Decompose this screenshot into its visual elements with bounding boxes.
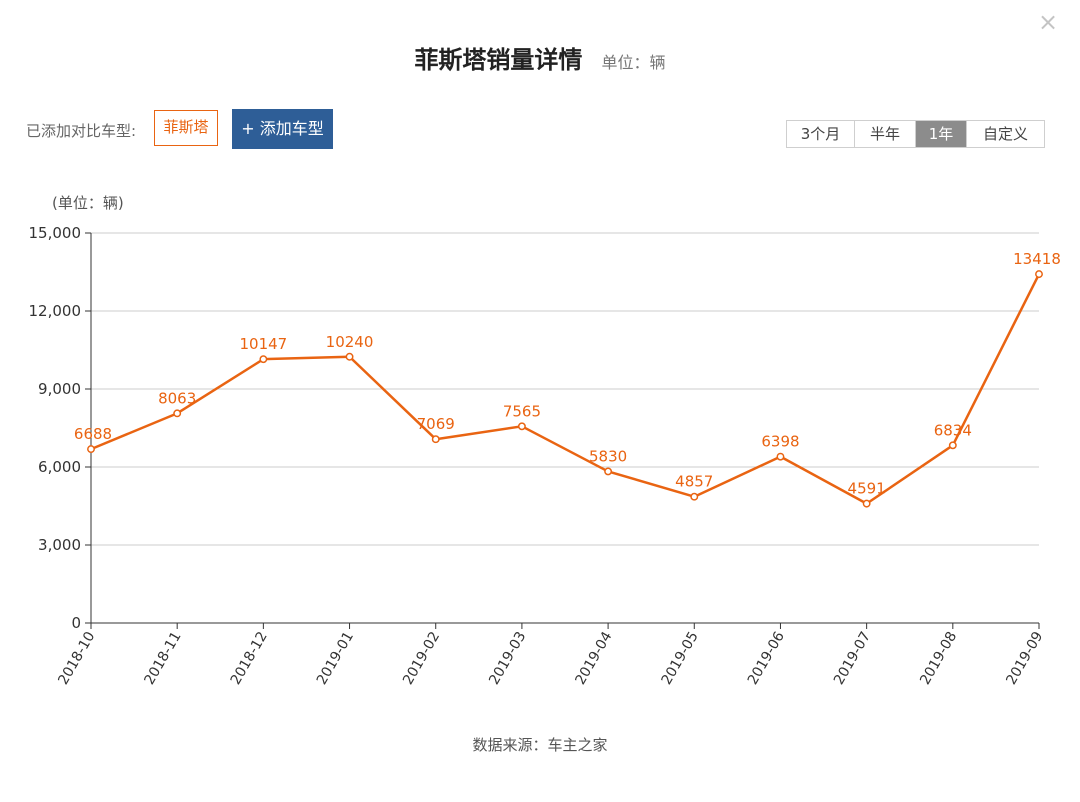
- y-tick-label: 6,000: [38, 458, 81, 476]
- data-point: [862, 499, 871, 508]
- y-axis-label: (单位：辆): [52, 194, 124, 212]
- data-label: 4591: [848, 480, 886, 498]
- series-line: [90, 273, 1041, 505]
- x-tick-label: 2019-06: [745, 629, 788, 688]
- x-tick-label: 2019-07: [831, 629, 874, 688]
- x-tick-label: 2018-11: [142, 629, 185, 688]
- x-tick-label: 2019-04: [572, 629, 615, 688]
- data-label: 10240: [326, 333, 374, 351]
- add-model-button[interactable]: + 添加车型: [232, 109, 333, 149]
- y-tick-label: 9,000: [38, 380, 81, 398]
- x-tick-label: 2019-02: [400, 629, 443, 688]
- data-point: [604, 467, 613, 476]
- close-icon[interactable]: ×: [1037, 8, 1059, 36]
- tab-1-year[interactable]: 1年: [916, 121, 967, 147]
- data-point: [87, 445, 95, 454]
- data-point: [173, 409, 182, 418]
- data-point: [517, 422, 526, 431]
- sales-line-chart: 0 3,000 6,000 9,000 12,000 15,000 2018-10 2018-…: [29, 224, 1061, 688]
- title-row: 菲斯塔销量详情 单位：辆: [0, 40, 1080, 75]
- data-point: [1035, 270, 1043, 279]
- y-tick-label: 0: [71, 614, 81, 632]
- y-tick-label: 3,000: [38, 536, 81, 554]
- data-point: [948, 441, 957, 450]
- x-tick-label: 2019-01: [314, 629, 357, 688]
- range-tabs: 3个月 半年 1年 自定义: [786, 120, 1045, 148]
- data-point: [690, 492, 699, 501]
- compare-label: 已添加对比车型:: [26, 122, 137, 140]
- data-label: 5830: [589, 447, 627, 465]
- unit-label: 单位：辆: [601, 53, 666, 72]
- data-label: 4857: [675, 473, 713, 491]
- tab-custom[interactable]: 自定义: [967, 121, 1044, 147]
- tab-3-months[interactable]: 3个月: [787, 121, 855, 147]
- data-label: 7069: [417, 415, 455, 433]
- x-tick-label: 2019-03: [486, 629, 529, 688]
- y-tick-label: 12,000: [29, 302, 82, 320]
- data-point: [259, 355, 268, 364]
- car-tag-fista[interactable]: 菲斯塔: [154, 110, 218, 146]
- data-label: 6688: [74, 425, 112, 443]
- x-tick-label: 2018-10: [55, 629, 98, 688]
- data-source: 数据来源：车主之家: [472, 736, 608, 754]
- data-point: [776, 452, 785, 461]
- x-tick-label: 2019-09: [1003, 629, 1046, 688]
- x-tick-label: 2019-08: [917, 629, 960, 688]
- tab-half-year[interactable]: 半年: [855, 121, 916, 147]
- y-tick-label: 15,000: [29, 224, 82, 242]
- page-title: 菲斯塔销量详情: [414, 45, 583, 74]
- data-label: 8063: [158, 389, 196, 407]
- data-label: 7565: [503, 402, 541, 420]
- x-tick-label: 2018-12: [228, 629, 271, 688]
- x-tick-label: 2019-05: [659, 629, 702, 688]
- data-label: 13418: [1013, 250, 1061, 268]
- data-point: [431, 435, 440, 444]
- data-label: 6834: [934, 421, 972, 439]
- data-label: 10147: [240, 335, 288, 353]
- data-point: [345, 352, 354, 361]
- data-label: 6398: [761, 433, 799, 451]
